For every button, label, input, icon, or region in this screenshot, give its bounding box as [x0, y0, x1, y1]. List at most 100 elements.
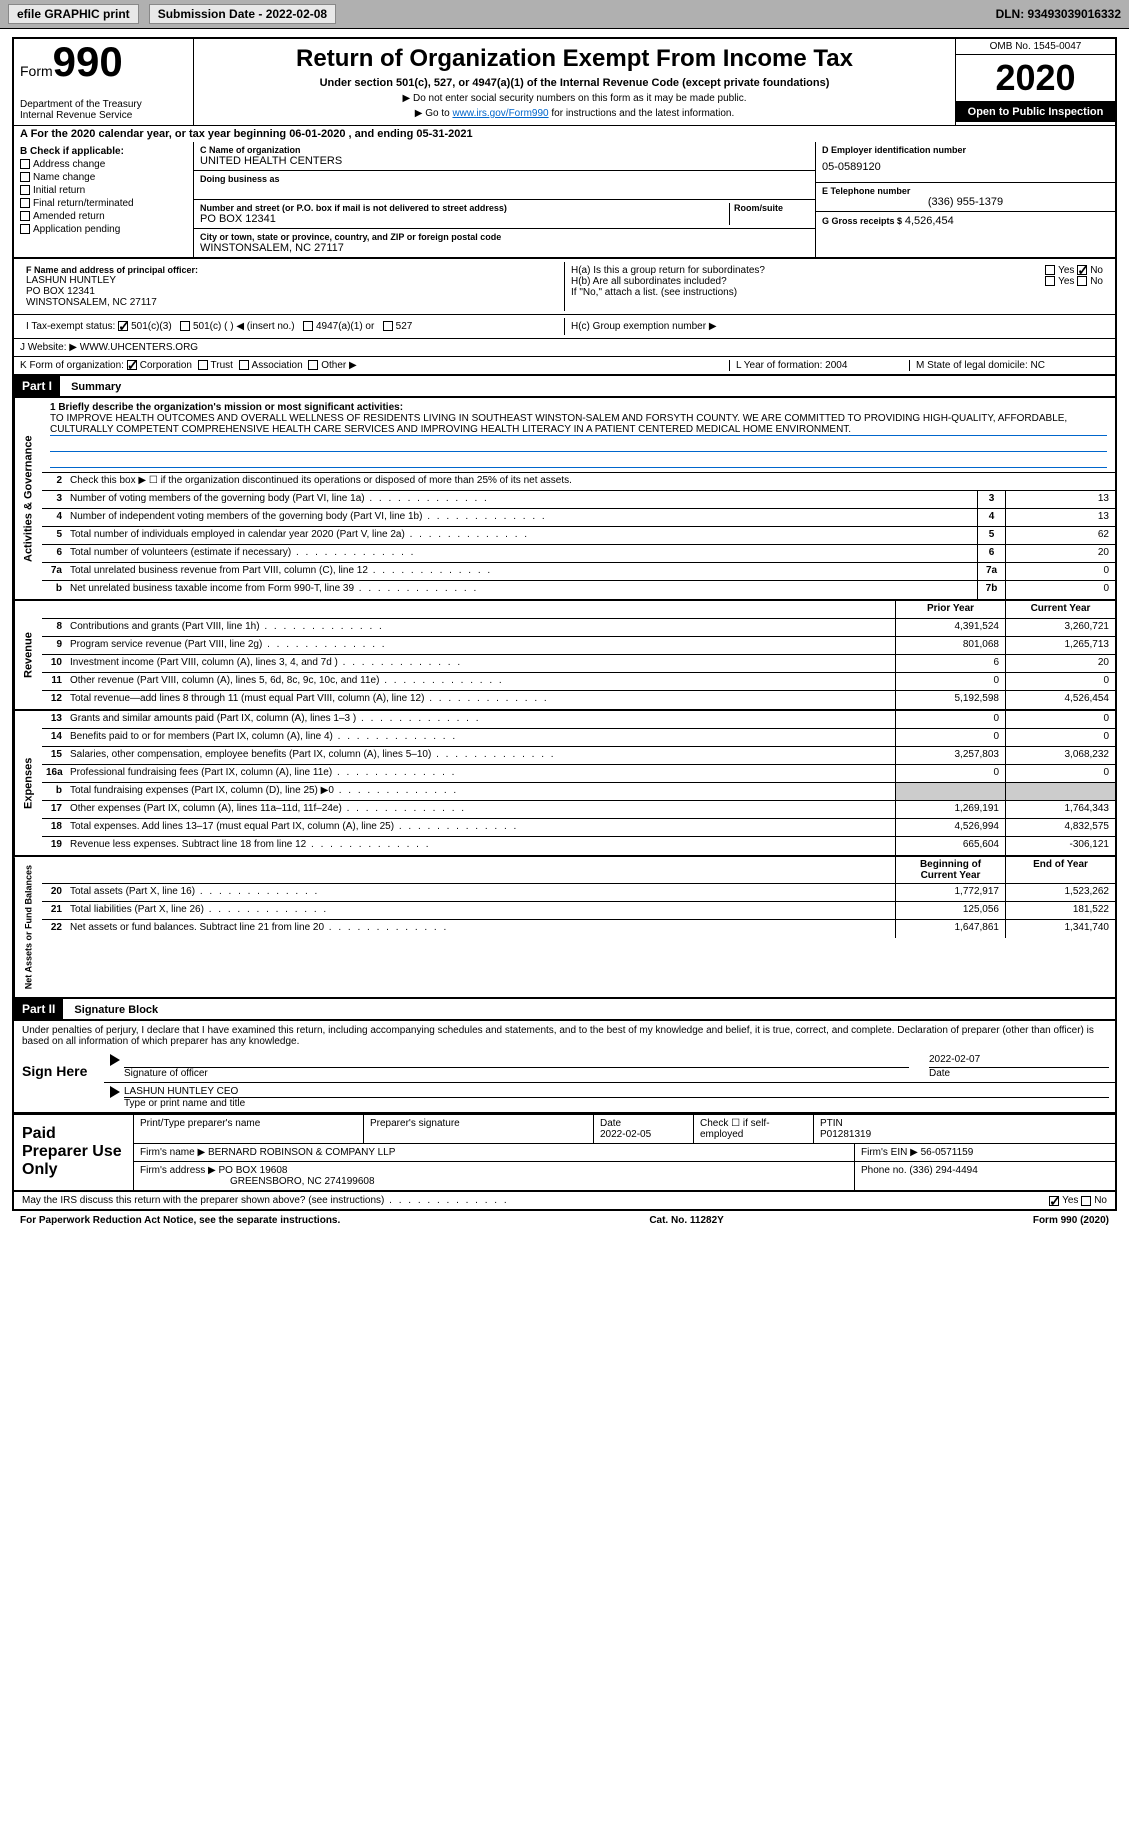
chk-amended[interactable]: Amended return — [20, 211, 187, 222]
header-left: Form990 Department of the Treasury Inter… — [14, 39, 194, 125]
gov-row-box: 3 — [977, 491, 1005, 508]
header-right: OMB No. 1545-0047 2020 Open to Public In… — [955, 39, 1115, 125]
money-row: 21 Total liabilities (Part X, line 26) 1… — [42, 902, 1115, 920]
gov-row-label: Net unrelated business taxable income fr… — [66, 581, 977, 599]
gov-row-val: 13 — [1005, 509, 1115, 526]
money-row-label: Salaries, other compensation, employee b… — [66, 747, 895, 764]
chk-final[interactable]: Final return/terminated — [20, 198, 187, 209]
ptin-val: P01281319 — [820, 1129, 1109, 1140]
gov-row-label: Number of independent voting members of … — [66, 509, 977, 526]
prep-date: 2022-02-05 — [600, 1129, 687, 1140]
efile-button[interactable]: efile GRAPHIC print — [8, 4, 139, 24]
firm-phone: (336) 294-4494 — [909, 1165, 977, 1176]
date-label: Date — [929, 1068, 1109, 1079]
prior-val: 0 — [895, 765, 1005, 782]
hb-note: If "No," attach a list. (see instruction… — [571, 287, 1103, 298]
money-row: 9 Program service revenue (Part VIII, li… — [42, 637, 1115, 655]
box-d-e-g: D Employer identification number 05-0589… — [815, 142, 1115, 257]
chk-pending[interactable]: Application pending — [20, 224, 187, 235]
curr-val: 4,832,575 — [1005, 819, 1115, 836]
money-row-label: Benefits paid to or for members (Part IX… — [66, 729, 895, 746]
firm-phone-label: Phone no. — [861, 1165, 907, 1176]
part-i-header: Part I Summary — [12, 376, 1117, 398]
curr-val: 181,522 — [1005, 902, 1115, 919]
chk-name[interactable]: Name change — [20, 172, 187, 183]
revenue-section: Revenue Prior Year Current Year 8 Contri… — [12, 601, 1117, 711]
ptin-label: PTIN — [820, 1118, 1109, 1129]
part-ii-title: Signature Block — [66, 1004, 158, 1016]
gov-section-label: Activities & Governance — [14, 398, 42, 599]
form-subtitle: Under section 501(c), 527, or 4947(a)(1)… — [202, 77, 947, 89]
money-row: 16a Professional fundraising fees (Part … — [42, 765, 1115, 783]
k-label: K Form of organization: — [20, 360, 124, 371]
curr-val: 1,341,740 — [1005, 920, 1115, 938]
mission-label: 1 Briefly describe the organization's mi… — [50, 402, 1107, 413]
officer-addr2: WINSTONSALEM, NC 27117 — [26, 297, 558, 308]
sign-block: Sign Here Signature of officer 2022-02-0… — [12, 1051, 1117, 1115]
pra-notice: For Paperwork Reduction Act Notice, see … — [20, 1215, 340, 1226]
type-label: Type or print name and title — [124, 1098, 1109, 1109]
prior-val: 1,269,191 — [895, 801, 1005, 818]
curr-val: 1,265,713 — [1005, 637, 1115, 654]
officer-name: LASHUN HUNTLEY — [26, 275, 558, 286]
money-row-label: Total expenses. Add lines 13–17 (must eq… — [66, 819, 895, 836]
exp-section-label: Expenses — [14, 711, 42, 855]
money-row: 22 Net assets or fund balances. Subtract… — [42, 920, 1115, 938]
curr-val: 1,523,262 — [1005, 884, 1115, 901]
hc-label: H(c) Group exemption number ▶ — [564, 318, 1109, 335]
public-inspection: Open to Public Inspection — [956, 102, 1115, 122]
firm-name: BERNARD ROBINSON & COMPANY LLP — [208, 1147, 395, 1158]
money-row-label: Total assets (Part X, line 16) — [66, 884, 895, 901]
gov-row-label: Total unrelated business revenue from Pa… — [66, 563, 977, 580]
submission-date-button[interactable]: Submission Date - 2022-02-08 — [149, 4, 336, 24]
prior-val: 1,772,917 — [895, 884, 1005, 901]
curr-val: 3,260,721 — [1005, 619, 1115, 636]
officer-label: F Name and address of principal officer: — [26, 265, 558, 275]
gov-row: 6 Total number of volunteers (estimate i… — [42, 545, 1115, 563]
form-number: 990 — [53, 38, 123, 85]
tax-exempt: I Tax-exempt status: 501(c)(3) 501(c) ( … — [20, 318, 564, 335]
money-row: 15 Salaries, other compensation, employe… — [42, 747, 1115, 765]
gov-row-label: Total number of individuals employed in … — [66, 527, 977, 544]
l-label: L Year of formation: — [736, 360, 822, 371]
header-mid: Return of Organization Exempt From Incom… — [194, 39, 955, 125]
officer-name-title: LASHUN HUNTLEY CEO — [124, 1086, 1109, 1098]
website-label: J Website: ▶ — [20, 342, 77, 353]
header-info-grid: B Check if applicable: Address change Na… — [12, 142, 1117, 259]
money-row: 13 Grants and similar amounts paid (Part… — [42, 711, 1115, 729]
irs-label: Internal Revenue Service — [20, 110, 187, 121]
dba-label: Doing business as — [200, 174, 809, 184]
form-page: Form990 Department of the Treasury Inter… — [0, 29, 1129, 1238]
prep-sig-label: Preparer's signature — [370, 1118, 587, 1129]
addr-label: Number and street (or P.O. box if mail i… — [200, 203, 729, 213]
prior-val: 5,192,598 — [895, 691, 1005, 709]
gov-row: 5 Total number of individuals employed i… — [42, 527, 1115, 545]
firm-ein: 56-0571159 — [921, 1147, 974, 1158]
prior-val: 0 — [895, 729, 1005, 746]
irs-link[interactable]: www.irs.gov/Form990 — [452, 108, 548, 119]
tax-year: 2020 — [956, 55, 1115, 102]
prior-val: 665,604 — [895, 837, 1005, 855]
hb-label: H(b) Are all subordinates included? — [571, 276, 727, 287]
chk-address[interactable]: Address change — [20, 159, 187, 170]
money-row: 14 Benefits paid to or for members (Part… — [42, 729, 1115, 747]
rev-section-label: Revenue — [14, 601, 42, 709]
chk-initial[interactable]: Initial return — [20, 185, 187, 196]
dept-label: Department of the Treasury — [20, 99, 187, 110]
gov-row: 4 Number of independent voting members o… — [42, 509, 1115, 527]
dln-label: DLN: 93493039016332 — [996, 7, 1121, 21]
money-row-label: Professional fundraising fees (Part IX, … — [66, 765, 895, 782]
org-name: UNITED HEALTH CENTERS — [200, 155, 809, 167]
money-row-label: Contributions and grants (Part VIII, lin… — [66, 619, 895, 636]
firm-addr2: GREENSBORO, NC 274199608 — [140, 1176, 375, 1187]
goto-note: ▶ Go to www.irs.gov/Form990 for instruct… — [202, 108, 947, 119]
i-label: I Tax-exempt status: — [26, 321, 115, 332]
gov-row-val: 62 — [1005, 527, 1115, 544]
box-b: B Check if applicable: Address change Na… — [14, 142, 194, 257]
money-row: b Total fundraising expenses (Part IX, c… — [42, 783, 1115, 801]
gov-row-box: 6 — [977, 545, 1005, 562]
arrow-icon — [110, 1054, 120, 1066]
omb-label: OMB No. 1545-0047 — [956, 39, 1115, 55]
ein-label: D Employer identification number — [822, 145, 1109, 155]
prior-val: 801,068 — [895, 637, 1005, 654]
